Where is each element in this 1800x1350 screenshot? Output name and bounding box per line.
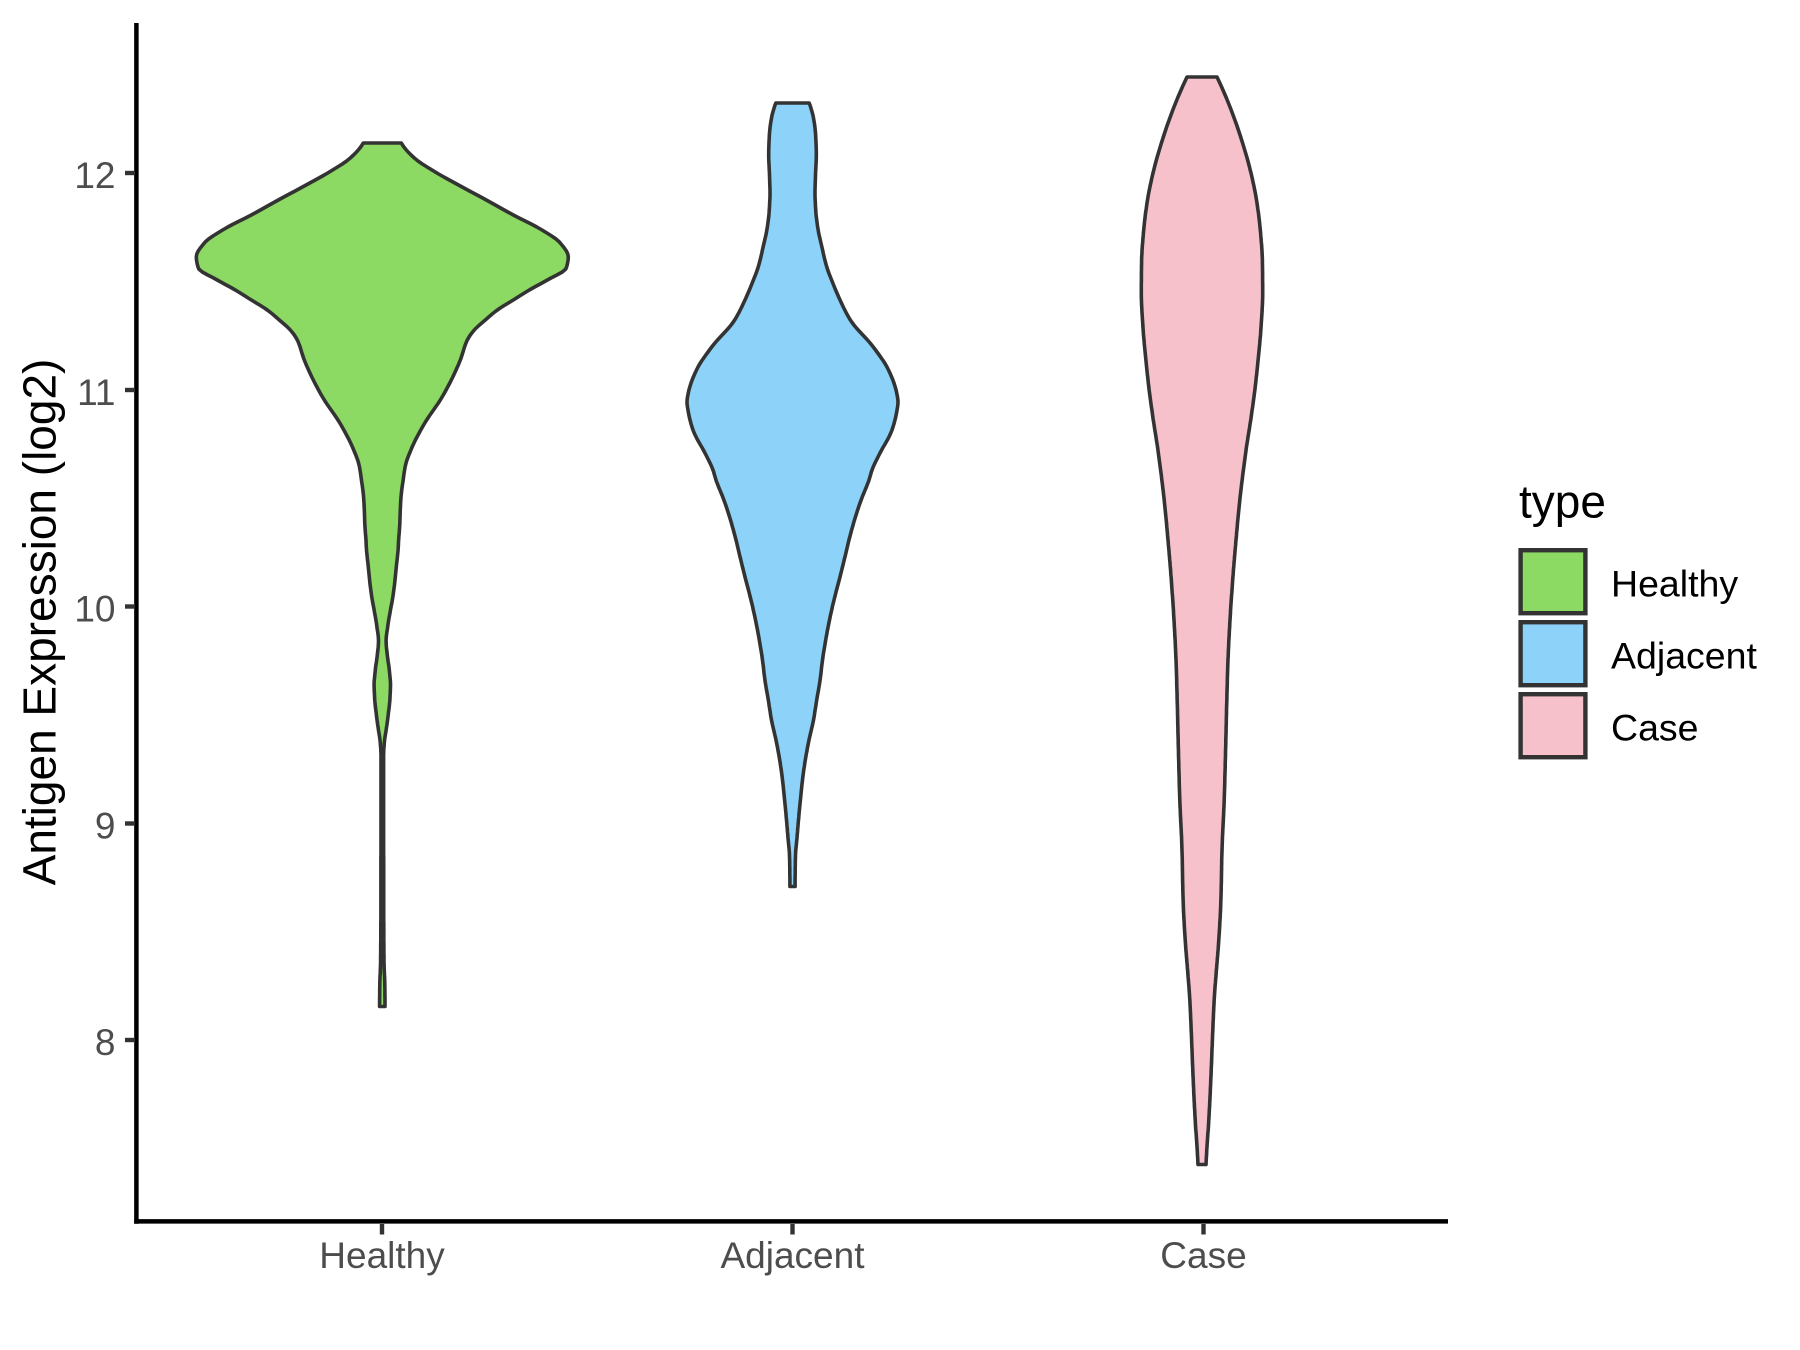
svg-text:Case: Case bbox=[1611, 707, 1699, 749]
svg-text:Healthy: Healthy bbox=[319, 1235, 445, 1276]
svg-text:Adjacent: Adjacent bbox=[721, 1235, 866, 1276]
svg-text:type: type bbox=[1519, 476, 1606, 528]
svg-text:10: 10 bbox=[74, 589, 115, 630]
svg-text:8: 8 bbox=[95, 1022, 116, 1063]
svg-text:Antigen Expression (log2): Antigen Expression (log2) bbox=[14, 359, 66, 886]
svg-text:Case: Case bbox=[1160, 1235, 1246, 1276]
svg-text:9: 9 bbox=[95, 806, 116, 847]
svg-text:Adjacent: Adjacent bbox=[1611, 635, 1758, 677]
svg-text:11: 11 bbox=[77, 372, 115, 413]
svg-text:Healthy: Healthy bbox=[1611, 563, 1738, 605]
svg-text:12: 12 bbox=[74, 155, 115, 196]
